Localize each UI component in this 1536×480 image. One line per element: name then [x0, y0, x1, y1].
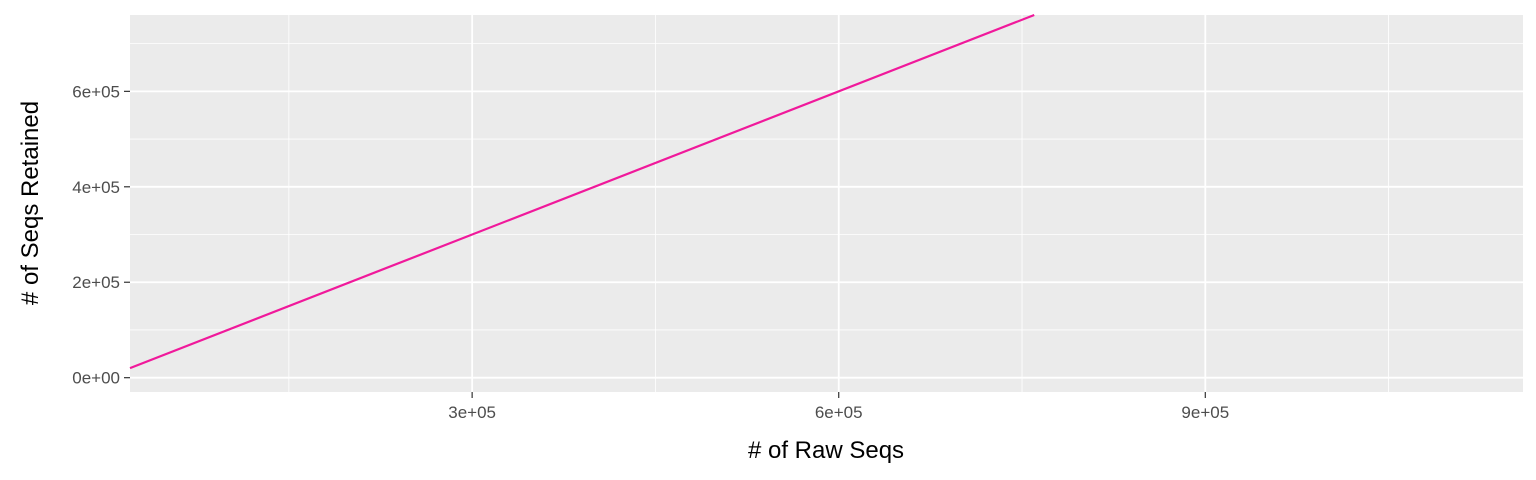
reference-line: [129, 13, 1035, 370]
x-tick-label: 3e+05: [448, 403, 496, 422]
y-tick-label: 0e+00: [72, 369, 120, 388]
minor-gridlines: [130, 15, 1523, 392]
plot-panel: [130, 15, 1523, 392]
x-tick-label: 9e+05: [1181, 403, 1229, 422]
x-axis-title: # of Raw Seqs: [748, 437, 904, 464]
x-axis-ticks: [471, 392, 1206, 398]
y-tick-label: 6e+05: [72, 82, 120, 101]
x-axis-tick-labels: 3e+05 6e+05 9e+05: [448, 403, 1229, 422]
x-tick-label: 6e+05: [815, 403, 863, 422]
reference-line-group: [129, 13, 1035, 370]
y-tick-label: 4e+05: [72, 178, 120, 197]
major-gridlines: [130, 15, 1523, 392]
y-axis-tick-labels: 0e+00 2e+05 4e+05 6e+05: [72, 82, 120, 387]
y-tick-label: 2e+05: [72, 273, 120, 292]
y-axis-ticks: [124, 90, 130, 379]
y-axis-title: # of Seqs Retained: [17, 101, 44, 305]
